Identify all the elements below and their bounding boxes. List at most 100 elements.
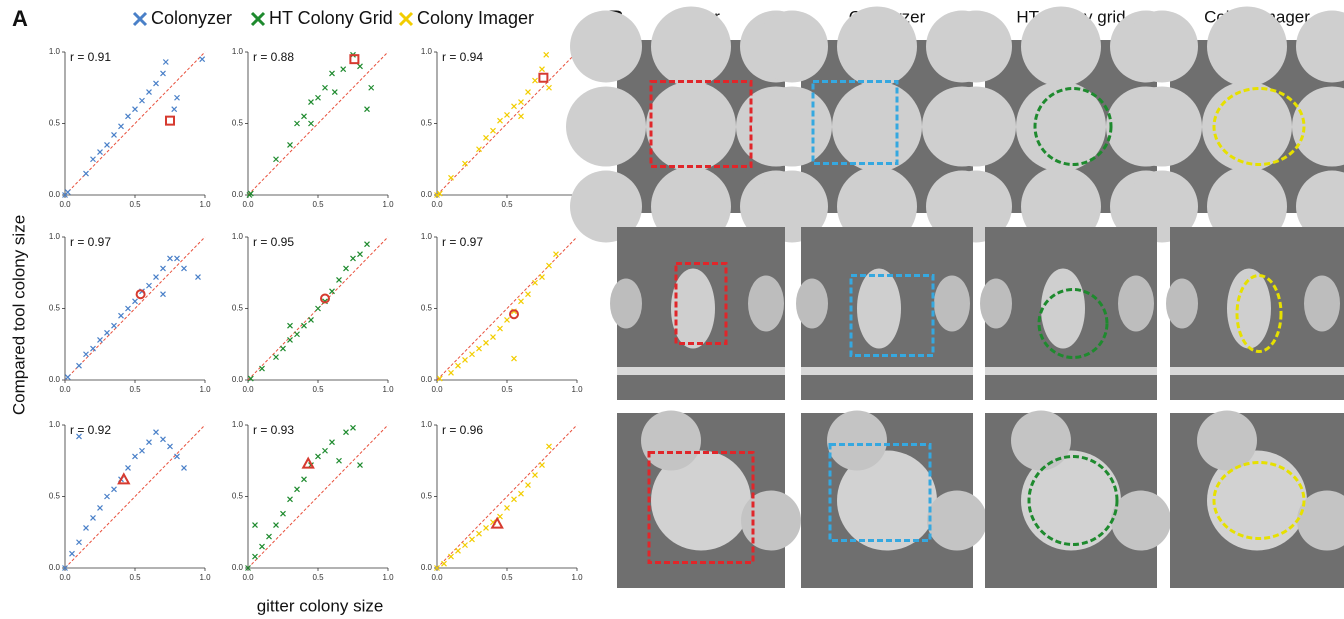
- annotation: r = 0.95: [253, 235, 294, 249]
- scatter-point: [526, 483, 531, 488]
- x-tick-label: 1.0: [382, 385, 394, 394]
- colony: [837, 7, 917, 87]
- highlight-point: [303, 459, 313, 468]
- plate-edge: [985, 367, 1157, 375]
- scatter-point: [330, 440, 335, 445]
- x-tick-label: 1.0: [382, 200, 394, 209]
- scatter-point: [540, 463, 545, 468]
- x-tick-label: 0.5: [312, 573, 324, 582]
- scatter-point: [77, 540, 82, 545]
- x-tick-label: 0.0: [431, 573, 443, 582]
- scatter-point: [330, 289, 335, 294]
- scatter-point: [309, 121, 314, 126]
- colony: [1041, 269, 1085, 349]
- scatter-point: [316, 306, 321, 311]
- colony: [610, 279, 642, 329]
- scatter-point: [140, 98, 145, 103]
- y-tick-label: 1.0: [232, 232, 244, 241]
- y-tick-label: 0.0: [232, 190, 244, 199]
- scatter-point: [112, 487, 117, 492]
- x-tick-label: 0.0: [59, 385, 71, 394]
- colony: [1197, 411, 1257, 471]
- x-tick-label: 0.5: [129, 573, 141, 582]
- scatter-point: [544, 52, 549, 57]
- scatter-point: [484, 135, 489, 140]
- scatter-point: [351, 425, 356, 430]
- colony: [752, 87, 832, 167]
- scatter-point: [344, 266, 349, 271]
- scatter-point: [337, 458, 342, 463]
- colony: [827, 411, 887, 471]
- scatter-point: [547, 444, 552, 449]
- y-tick-label: 0.5: [232, 492, 244, 501]
- scatter-point: [463, 543, 468, 548]
- scatter-point: [533, 473, 538, 478]
- x-tick-label: 1.0: [199, 573, 211, 582]
- scatter-point: [344, 430, 349, 435]
- scatter-point: [182, 465, 187, 470]
- scatter-point: [84, 352, 89, 357]
- scatter-point: [442, 561, 447, 566]
- scatter-point: [358, 463, 363, 468]
- scatter-point: [449, 554, 454, 559]
- y-tick-label: 0.5: [49, 304, 61, 313]
- y-tick-label: 0.0: [421, 563, 433, 572]
- scatter-point: [119, 124, 124, 129]
- scatter-point: [369, 85, 374, 90]
- legend-label: HT Colony Grid: [269, 8, 393, 28]
- y-tick-label: 0.5: [232, 304, 244, 313]
- colony: [671, 269, 715, 349]
- colony: [651, 7, 731, 87]
- scatter-point: [512, 356, 517, 361]
- annotation: r = 0.92: [70, 423, 111, 437]
- scatter-point: [337, 277, 342, 282]
- colony-image: [1166, 227, 1344, 400]
- scatter-point: [477, 346, 482, 351]
- y-tick-label: 1.0: [232, 420, 244, 429]
- scatter-point: [161, 292, 166, 297]
- scatter-point: [182, 266, 187, 271]
- scatter-point: [84, 171, 89, 176]
- x-axis-label: gitter colony size: [257, 596, 384, 615]
- scatter-point: [65, 190, 70, 195]
- scatter-point: [456, 363, 461, 368]
- scatter-point: [365, 242, 370, 247]
- scatter-point: [533, 280, 538, 285]
- colony: [1122, 87, 1202, 167]
- scatter-point: [295, 332, 300, 337]
- annotation: r = 0.93: [253, 423, 294, 437]
- scatter-point: [175, 454, 180, 459]
- colony: [936, 87, 1016, 167]
- scatter-point: [526, 292, 531, 297]
- colony: [748, 276, 784, 332]
- scatter-point: [540, 275, 545, 280]
- scatter-point: [519, 100, 524, 105]
- scatter-point: [161, 71, 166, 76]
- colony: [756, 11, 828, 83]
- legend-marker: [252, 13, 264, 25]
- legend-label: Colonyzer: [151, 8, 232, 28]
- scatter-point: [274, 157, 279, 162]
- colony: [1118, 276, 1154, 332]
- scatter-point: [126, 306, 131, 311]
- y-tick-label: 1.0: [421, 420, 433, 429]
- scatter-point: [351, 256, 356, 261]
- y-tick-label: 0.5: [421, 304, 433, 313]
- reference-line: [437, 237, 577, 380]
- y-tick-label: 1.0: [49, 232, 61, 241]
- scatter-point: [163, 60, 168, 65]
- scatter-point: [267, 534, 272, 539]
- scatter-point: [105, 330, 110, 335]
- y-tick-label: 0.0: [232, 563, 244, 572]
- scatter-point: [554, 252, 559, 257]
- y-tick-label: 1.0: [49, 420, 61, 429]
- colony-image: [985, 411, 1171, 589]
- colony: [796, 279, 828, 329]
- plate-edge: [801, 367, 973, 375]
- colony: [940, 11, 1012, 83]
- x-tick-label: 0.0: [242, 200, 254, 209]
- annotation: r = 0.96: [442, 423, 483, 437]
- scatter-point: [77, 363, 82, 368]
- scatter-point: [470, 352, 475, 357]
- x-tick-label: 1.0: [571, 573, 583, 582]
